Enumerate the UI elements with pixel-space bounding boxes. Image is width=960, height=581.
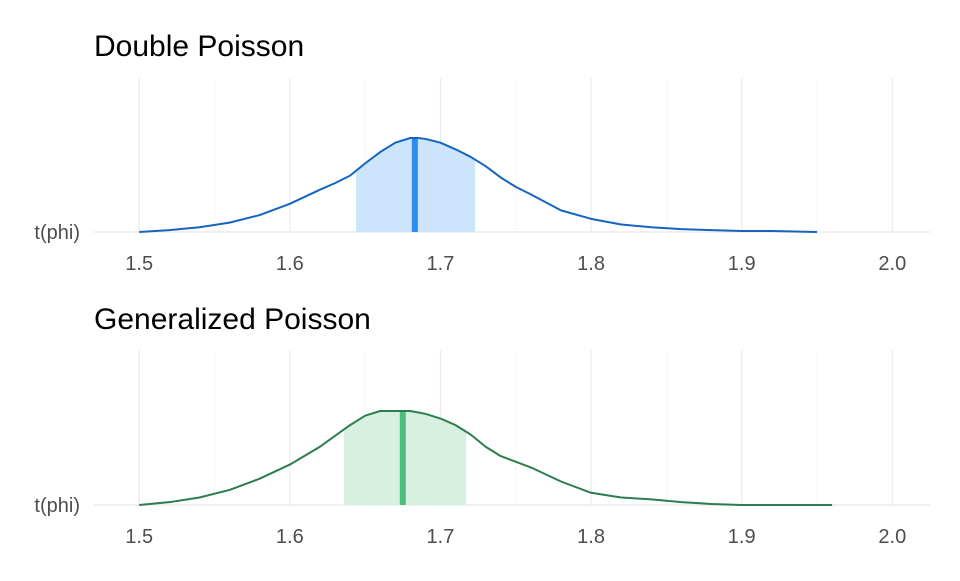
- gridlines: [94, 78, 930, 233]
- x-tick-label: 1.8: [577, 526, 605, 548]
- gridlines: [94, 350, 930, 506]
- panel-title: Generalized Poisson: [94, 303, 371, 336]
- x-tick-label: 1.9: [728, 526, 756, 548]
- density-curve: [139, 137, 818, 233]
- x-tick-label: 1.9: [728, 253, 756, 275]
- panel-generalized-poisson: Generalized Poisson t(phi) 1.5 1.6 1.7 1.8 1…: [34, 303, 930, 548]
- x-tick-label: 2.0: [878, 526, 906, 548]
- x-tick-label: 1.8: [577, 253, 605, 275]
- x-tick-label: 1.7: [427, 526, 455, 548]
- y-axis-category-label: t(phi): [34, 222, 80, 244]
- density-curve: [139, 410, 833, 506]
- x-tick-label: 1.6: [276, 253, 304, 275]
- panel-title: Double Poisson: [94, 30, 304, 63]
- x-tick-label: 1.6: [276, 526, 304, 548]
- x-tick-label: 1.5: [125, 253, 153, 275]
- x-tick-label: 1.7: [427, 253, 455, 275]
- panel-double-poisson: Double Poisson t(phi) 1.5 1.6 1.7 1.8 1.9 2.0: [34, 30, 930, 275]
- x-tick-label: 1.5: [125, 526, 153, 548]
- x-tick-label: 2.0: [878, 253, 906, 275]
- y-axis-category-label: t(phi): [34, 495, 80, 517]
